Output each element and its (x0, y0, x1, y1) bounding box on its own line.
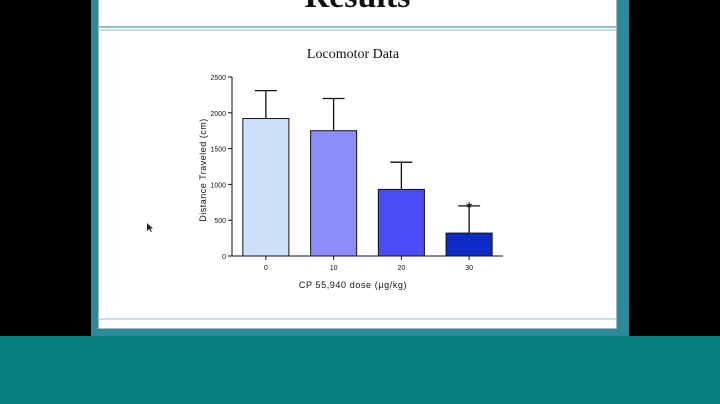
slide-title: Results (99, 0, 616, 16)
locomotor-chart: Locomotor Data 0 500 1000 1500 2000 2500 * 0 1… (198, 47, 503, 290)
y-tick-label: 500 (214, 218, 226, 225)
x-tick-label: 0 (264, 265, 268, 272)
bars: * (242, 89, 493, 257)
y-axis: 0 500 1000 1500 2000 2500 (210, 75, 233, 261)
y-tick-label: 1000 (210, 182, 226, 189)
significance-marker: * (466, 200, 472, 217)
x-axis: 0 10 20 30 (232, 255, 503, 272)
title-divider-light (99, 29, 616, 31)
y-axis-label: Distance Traveled (cm) (198, 118, 208, 222)
bottom-teal-bar (0, 336, 720, 404)
title-divider (99, 26, 616, 28)
slide: Results Locomotor Data 0 500 1000 1500 2000 2… (99, 0, 616, 328)
y-tick-label: 2000 (210, 111, 226, 118)
x-tick-label: 20 (397, 265, 405, 272)
x-axis-label: CP 55,940 dose (µg/kg) (299, 280, 407, 290)
x-tick-label: 10 (330, 265, 338, 272)
bar-0 (242, 118, 290, 257)
title-strip: Results (99, 0, 616, 26)
chart-title: Locomotor Data (307, 47, 400, 62)
y-tick-label: 0 (222, 254, 226, 261)
y-tick-label: 1500 (210, 147, 226, 154)
bar-10 (310, 130, 358, 257)
footer-divider (99, 318, 616, 320)
mouse-cursor-icon (147, 223, 153, 232)
x-tick-label: 30 (465, 265, 473, 272)
bar-30 (445, 232, 493, 257)
bar-20 (377, 188, 425, 257)
y-tick-label: 2500 (210, 75, 226, 82)
